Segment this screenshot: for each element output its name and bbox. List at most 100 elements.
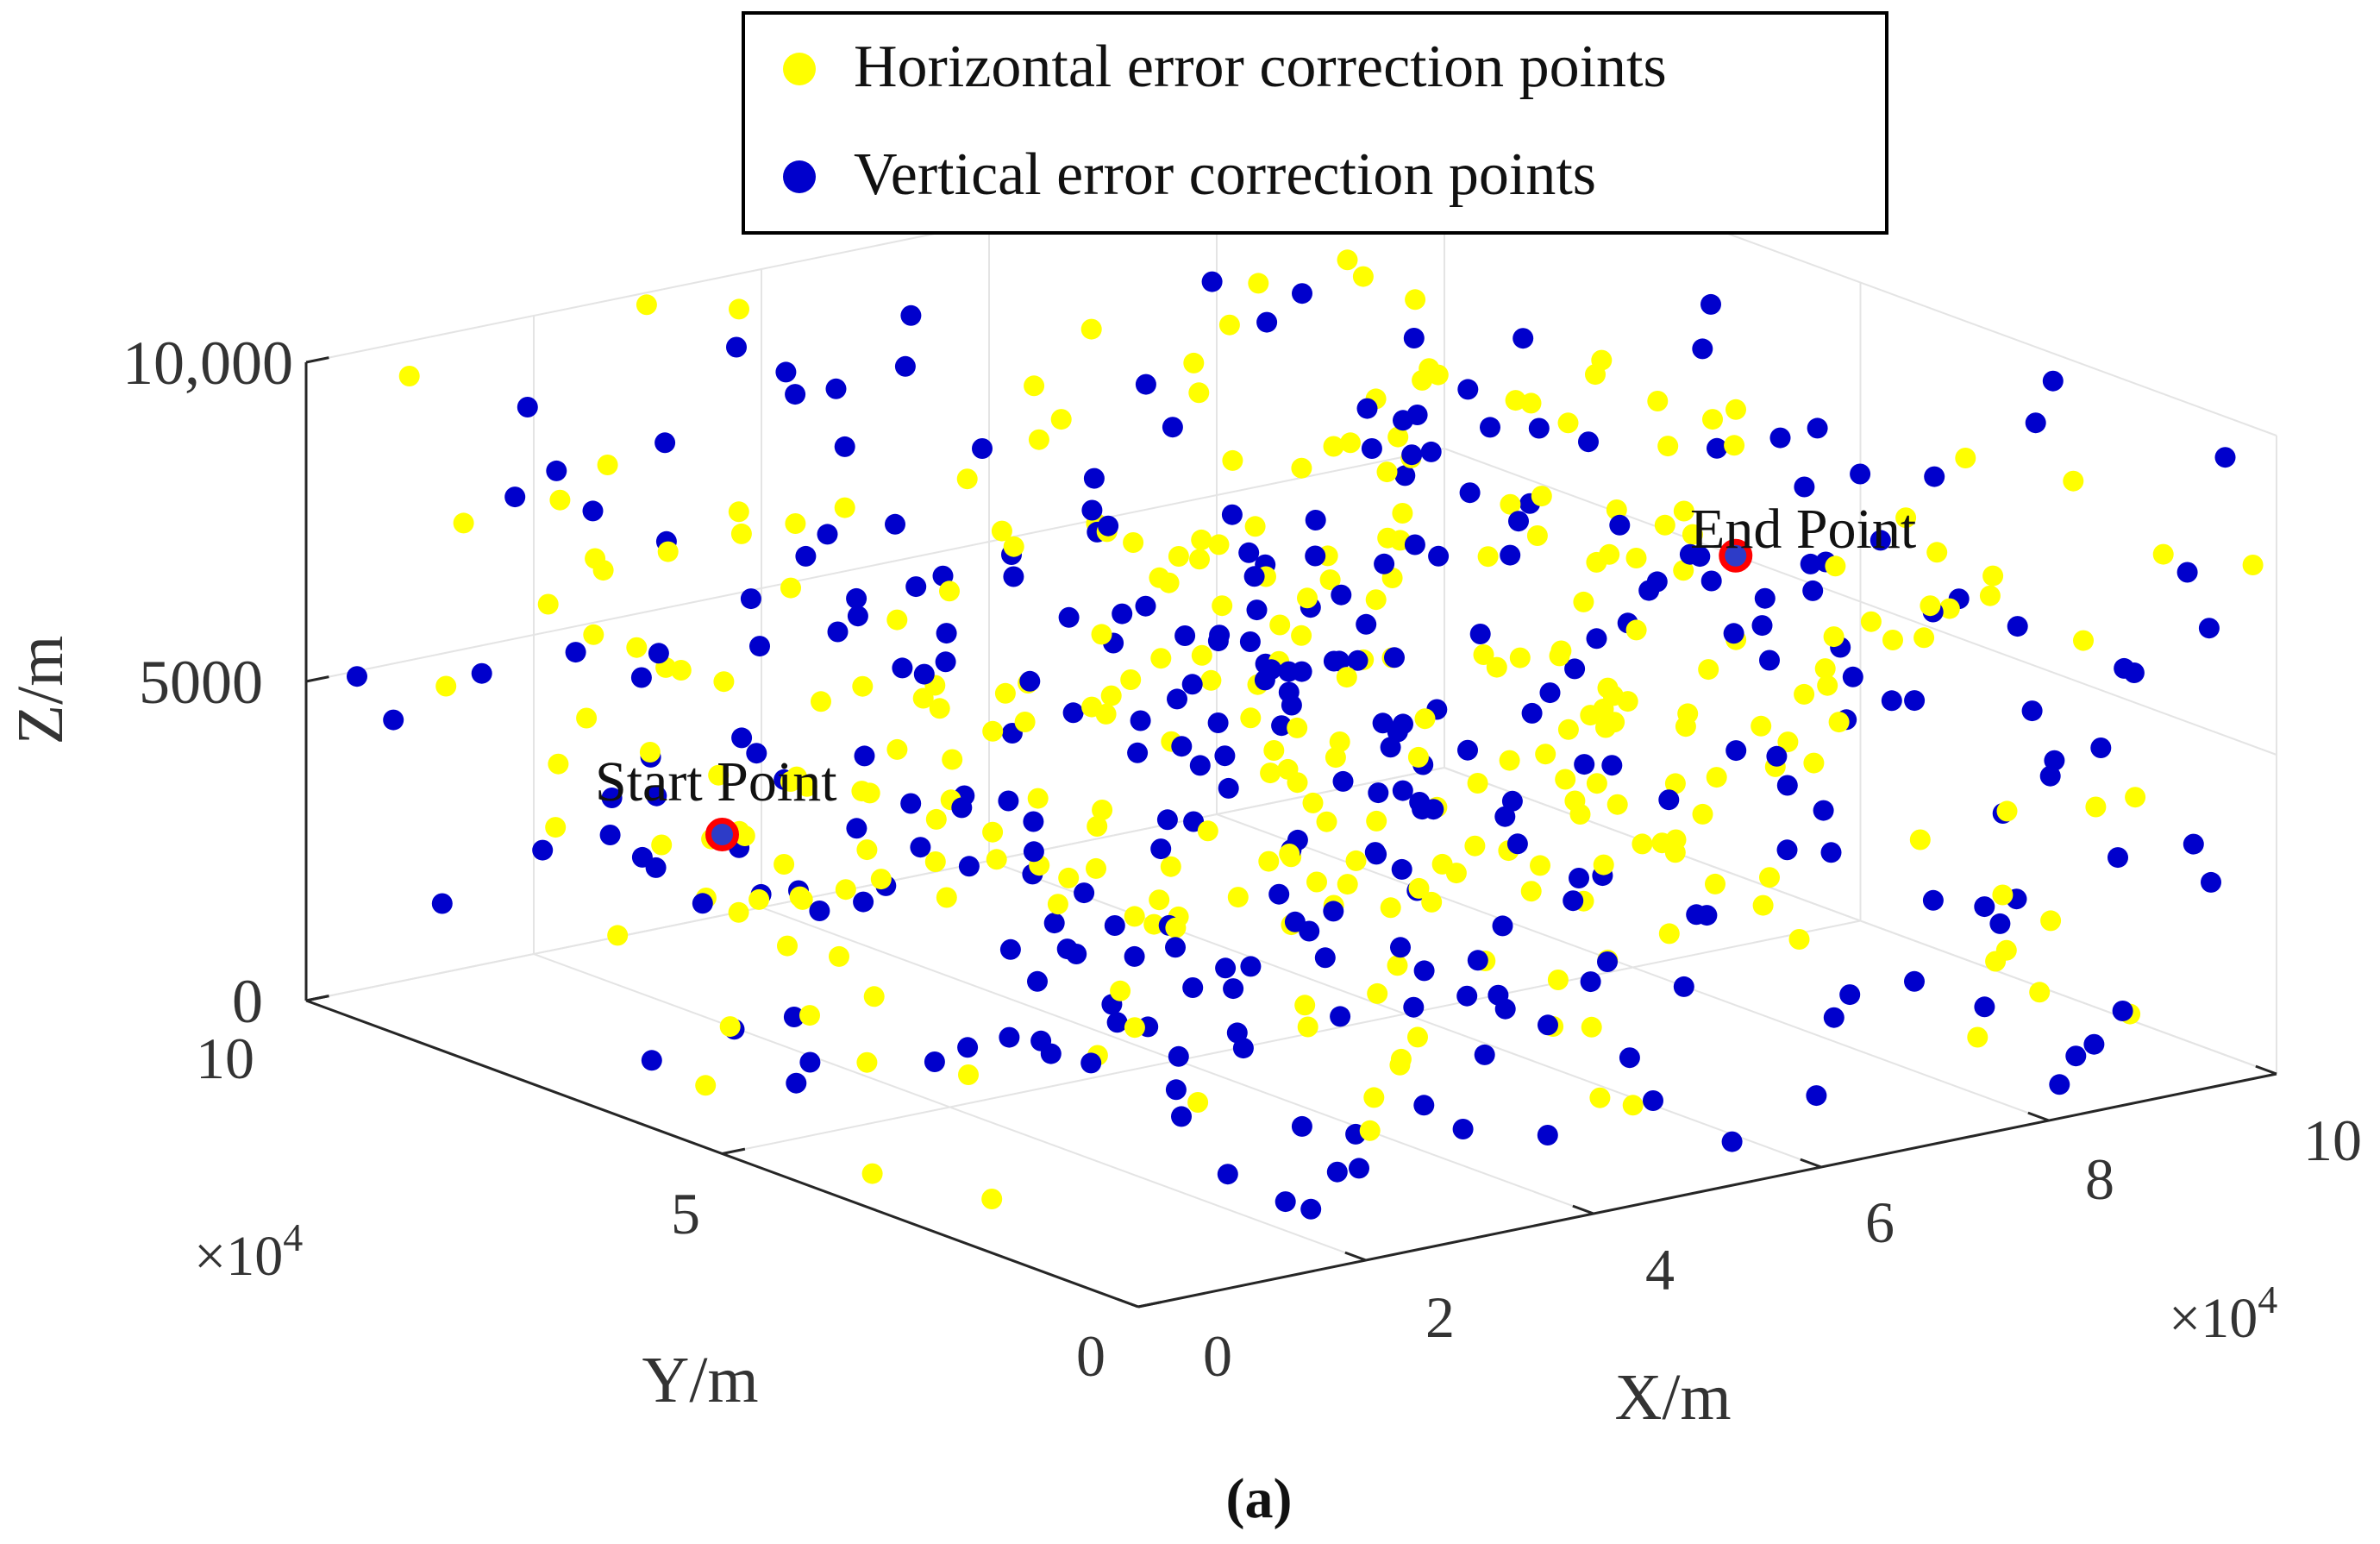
horizontal-point [1336,667,1357,688]
vertical-point [1330,1006,1351,1027]
vertical-point [783,1007,805,1027]
vertical-point [1291,661,1312,682]
vertical-point [910,837,931,858]
y-multiplier-exp: 4 [283,1215,303,1259]
horizontal-point [792,888,813,910]
horizontal-point [1414,708,1436,730]
horizontal-point [1664,773,1686,794]
vertical-point [1658,789,1680,811]
vertical-point [1452,1119,1474,1139]
horizontal-point [636,294,657,316]
horizontal-point [1673,560,1694,581]
vertical-point [1181,674,1203,695]
vertical-point [517,397,538,417]
horizontal-point [748,888,770,910]
horizontal-point [1967,1026,1989,1048]
vertical-point [1391,858,1412,880]
vertical-point [809,901,830,921]
vertical-point [1500,544,1521,566]
vertical-point [1563,890,1584,912]
horizontal-point [1316,811,1337,832]
horizontal-point [1751,715,1772,737]
vertical-point [1564,658,1586,680]
vertical-point [1027,970,1048,992]
horizontal-point [780,577,801,599]
vertical-point [1023,841,1044,863]
vertical-point [1974,896,1995,918]
horizontal-point [730,523,752,544]
horizontal-point [597,455,618,475]
horizontal-point [1825,555,1846,577]
vertical-point [1474,1044,1495,1065]
horizontal-point [1143,913,1165,935]
x-tick-mark [1800,1158,1822,1169]
vertical-point [1171,736,1193,757]
horizontal-point [1227,887,1249,908]
horizontal-point [1086,857,1106,879]
horizontal-point [1909,829,1931,850]
vertical-point [894,355,916,377]
y-multiplier: ×104 [194,1215,303,1288]
vertical-point [1168,1045,1189,1067]
horizontal-point [1955,448,1976,468]
vertical-point [1574,754,1595,775]
vertical-point [900,304,922,326]
horizontal-point [1622,1095,1644,1116]
vertical-point [731,727,753,749]
horizontal-point [1260,763,1281,784]
horizontal-point [1593,854,1614,876]
vertical-point [1066,944,1087,964]
horizontal-point [1467,773,1488,794]
vertical-point [601,788,623,808]
horizontal-point [1920,595,1941,617]
vertical-point [972,438,993,459]
x-tick-label: 10 [2303,1108,2362,1173]
vertical-point [935,651,956,673]
horizontal-point [1187,1092,1209,1113]
vertical-point [854,745,875,767]
y-tick-label: 5 [671,1181,700,1246]
horizontal-point [1123,532,1144,553]
horizontal-point [956,468,978,490]
horizontal-point [1377,527,1399,549]
vertical-point [1135,595,1156,617]
horizontal-point [1100,685,1122,706]
horizontal-point [1657,436,1679,457]
vertical-point [1480,417,1500,438]
legend-marker-vertical [783,160,816,193]
horizontal-point [1625,548,1647,568]
vertical-point [1839,984,1861,1006]
horizontal-point [835,879,856,901]
vertical-point [827,621,849,643]
horizontal-point [1014,712,1036,732]
horizontal-point [2073,630,2094,651]
vertical-point [1323,901,1344,922]
horizontal-point [856,839,878,861]
horizontal-point [1091,624,1112,645]
y-multiplier-base: ×10 [194,1225,283,1288]
start-point-marker [705,818,739,851]
horizontal-point [929,698,950,719]
horizontal-point [1150,648,1172,669]
vertical-point [1246,599,1268,621]
vertical-point [1174,625,1196,646]
vertical-point [1459,482,1481,504]
horizontal-point [1212,595,1233,617]
vertical-point [1807,417,1828,439]
vertical-point [1989,913,2011,934]
vertical-point [1643,1090,1663,1111]
vertical-point [1366,844,1387,865]
vertical-point [1794,476,1815,498]
vertical-point [1254,669,1275,691]
vertical-point [1284,911,1306,932]
horizontal-point [1520,881,1542,902]
horizontal-point [1509,647,1531,668]
horizontal-point [1405,289,1426,311]
vertical-point [1813,800,1834,821]
horizontal-point [1535,744,1556,765]
vertical-point [1597,951,1618,972]
horizontal-point [1814,658,1836,680]
vertical-point [1506,833,1528,855]
horizontal-point [982,720,1004,742]
vertical-point [1384,647,1405,668]
